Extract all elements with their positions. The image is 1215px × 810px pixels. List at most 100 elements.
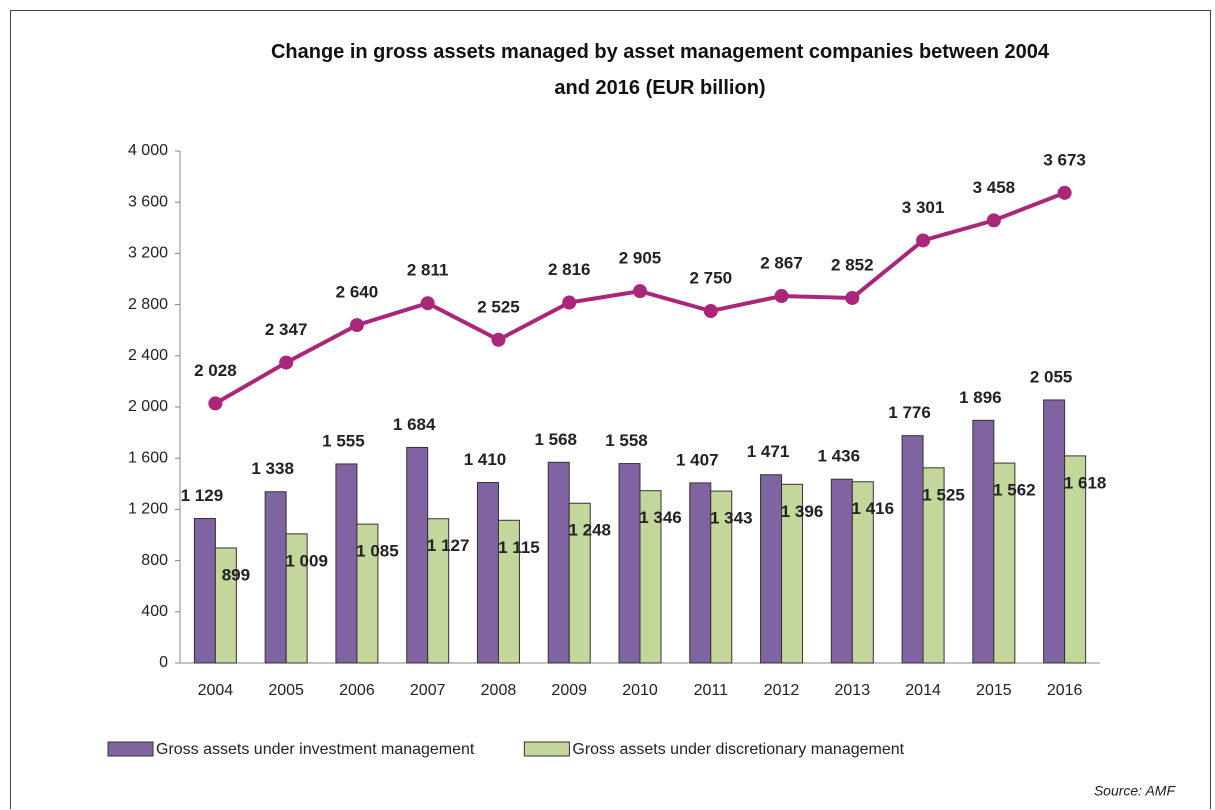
value-label: 2 811 (407, 261, 449, 280)
line-point (279, 355, 294, 370)
value-label: 1 407 (676, 450, 719, 469)
value-label: 1 684 (393, 415, 436, 434)
line-point (1057, 185, 1072, 200)
value-label: 1 525 (922, 485, 965, 504)
y-tick-label: 2 800 (128, 296, 168, 313)
value-label: 1 416 (852, 499, 895, 518)
x-tick-label: 2013 (835, 682, 871, 699)
value-label: 1 009 (285, 551, 328, 570)
x-tick-label: 2012 (764, 682, 800, 699)
bar (193, 517, 216, 664)
value-label: 1 338 (251, 459, 294, 478)
value-label: 1 248 (568, 521, 611, 540)
value-label: 1 346 (639, 508, 682, 527)
bar (618, 463, 641, 664)
bar (830, 478, 853, 664)
line-point (703, 304, 718, 318)
value-label: 1 115 (498, 538, 540, 557)
source: Source: AMF (1094, 783, 1177, 799)
value-label: 1 127 (427, 536, 470, 555)
value-label: 3 301 (902, 198, 945, 217)
value-label: 1 343 (710, 509, 753, 528)
value-label: 1 558 (605, 431, 648, 450)
value-label: 1 776 (888, 403, 931, 422)
bar (285, 533, 308, 664)
value-label: 2 525 (477, 297, 520, 316)
x-tick-label: 2005 (268, 682, 304, 699)
line-point (208, 396, 223, 411)
value-label: 2 905 (619, 249, 662, 268)
line-point (491, 332, 506, 347)
y-tick-label: 2 400 (128, 347, 168, 364)
x-tick-label: 2004 (198, 682, 234, 699)
y-tick-label: 800 (141, 552, 168, 569)
x-tick-label: 2014 (905, 682, 941, 699)
value-label: 2 816 (548, 260, 591, 279)
bar (476, 482, 499, 664)
value-label: 1 471 (747, 442, 790, 461)
y-tick-label: 3 600 (128, 193, 168, 210)
value-label: 3 458 (973, 178, 1016, 197)
value-label: 1 085 (356, 542, 399, 561)
bar (922, 467, 945, 664)
y-tick-label: 0 (159, 654, 168, 671)
bar (214, 547, 237, 664)
value-label: 2 750 (689, 268, 732, 287)
bar (689, 482, 712, 664)
bar (760, 474, 783, 664)
y-tick-label: 2 000 (128, 398, 168, 415)
value-label: 1 568 (534, 430, 577, 449)
y-tick-label: 4 000 (128, 142, 168, 159)
bar (1043, 399, 1066, 664)
line-point (845, 290, 860, 305)
x-tick-label: 2015 (976, 682, 1012, 699)
value-label: 899 (222, 565, 250, 584)
legend-swatch (107, 741, 154, 757)
bar (972, 419, 995, 664)
line-point (562, 295, 577, 310)
x-tick-label: 2016 (1047, 682, 1083, 699)
line-point (633, 284, 647, 299)
line-point (986, 213, 1001, 228)
value-label: 1 618 (1064, 473, 1107, 492)
line-point (349, 318, 364, 333)
x-tick-label: 2008 (481, 682, 517, 699)
bar (639, 490, 662, 664)
value-label: 1 396 (781, 502, 824, 521)
x-tick-label: 2007 (410, 682, 446, 699)
y-tick-label: 1 600 (128, 449, 168, 466)
frame (10, 10, 1211, 809)
bar (851, 481, 874, 664)
bar (264, 491, 287, 664)
bar (1064, 455, 1087, 664)
value-label: 1 896 (959, 388, 1002, 407)
value-label: 1 562 (993, 481, 1036, 500)
line-point (774, 289, 789, 304)
value-label: 2 055 (1030, 367, 1073, 386)
value-label: 2 347 (265, 320, 308, 339)
legend-label: Gross assets under discretionary managem… (572, 741, 904, 758)
bar (781, 483, 804, 664)
bar (993, 462, 1016, 664)
value-label: 2 640 (336, 283, 379, 302)
line-point (420, 296, 435, 311)
value-label: 1 436 (818, 447, 861, 466)
value-label: 1 410 (464, 450, 507, 469)
legend-label: Gross assets under investment management (156, 741, 475, 758)
chart-title: Change in gross assets managed by asset … (270, 41, 1050, 99)
value-label: 2 867 (760, 254, 803, 273)
y-tick-label: 400 (141, 603, 168, 620)
value-label: 1 555 (322, 431, 365, 450)
value-label: 2 028 (194, 361, 237, 380)
bar (497, 519, 520, 664)
bar (710, 490, 733, 664)
value-label: 2 852 (831, 255, 874, 274)
x-tick-label: 2010 (622, 682, 658, 699)
bar (568, 502, 591, 664)
legend-swatch (523, 741, 570, 757)
bar (427, 518, 450, 664)
value-label: 1 129 (181, 486, 224, 505)
bar (406, 446, 429, 664)
bar (335, 463, 358, 664)
